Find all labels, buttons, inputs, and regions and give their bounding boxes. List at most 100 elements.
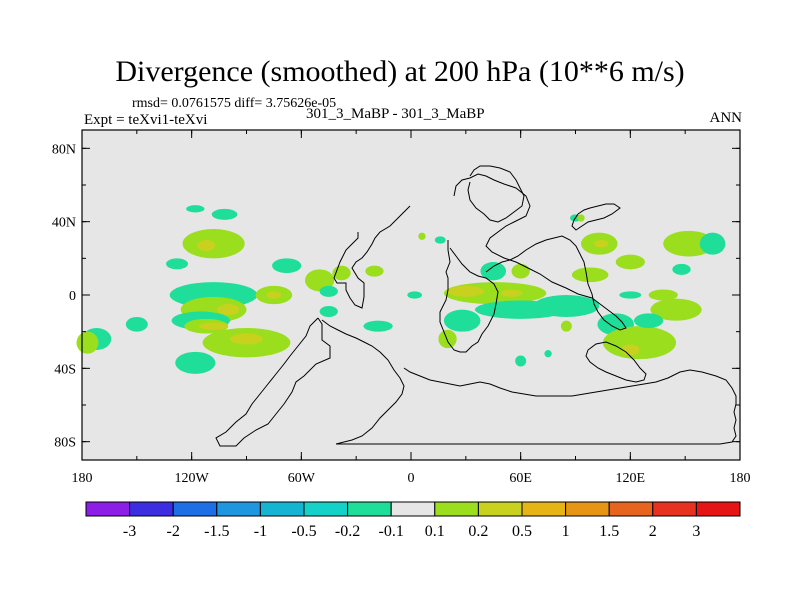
contour-region <box>648 289 678 301</box>
x-tick-label: 180 <box>72 471 93 486</box>
colorbar-swatch <box>172 501 218 517</box>
colorbar-label: -0.5 <box>291 523 316 540</box>
colorbar-swatch <box>216 501 261 517</box>
y-tick-label: 0 <box>69 289 76 304</box>
chart-title: Divergence (smoothed) at 200 hPa (10**6 … <box>115 55 685 88</box>
colorbar-label: -0.2 <box>335 523 360 540</box>
y-tick-label: 40S <box>54 362 76 377</box>
colorbar-swatch <box>521 501 567 517</box>
contour-region <box>186 205 205 213</box>
contour-region <box>332 265 351 281</box>
contour-region <box>304 269 335 292</box>
contour-region <box>125 317 148 332</box>
contour-region <box>266 291 282 299</box>
contour-region <box>197 240 216 251</box>
contour-region <box>621 344 640 356</box>
y-tick-label: 80S <box>54 436 76 451</box>
contour-region <box>619 291 642 299</box>
contour-region <box>533 295 600 317</box>
contour-region <box>593 240 609 248</box>
contour-region <box>571 267 609 283</box>
australia-outline <box>585 341 647 383</box>
x-tick-label: 120E <box>616 471 646 486</box>
contour-region <box>438 329 457 349</box>
colorbar-label: 0.5 <box>512 523 532 540</box>
contour-region <box>615 254 645 270</box>
contour-region <box>500 289 523 297</box>
caribbean-outline <box>321 319 405 445</box>
contour-region <box>699 232 726 255</box>
colorbar-swatch <box>259 501 305 517</box>
colorbar-swatch <box>565 501 610 517</box>
antarctica-outline <box>336 367 737 445</box>
north-america-outline <box>333 205 411 309</box>
contour-region <box>663 230 715 257</box>
contour-region <box>418 232 426 240</box>
contour-region <box>175 351 216 374</box>
contour-region <box>447 285 485 297</box>
colorbar-swatch <box>695 501 741 517</box>
y-tick-label: 40N <box>52 216 76 231</box>
colorbar-swatch <box>129 501 174 517</box>
contour-region <box>230 333 263 345</box>
colorbar-label: 1.5 <box>599 523 619 540</box>
colorbar-label: -0.1 <box>379 523 404 540</box>
contour-fill-layer <box>76 205 726 374</box>
south-america-outline <box>215 317 331 447</box>
contour-region <box>211 208 238 220</box>
colorbar-label: 0.1 <box>425 523 445 540</box>
contour-region <box>272 258 302 273</box>
contour-region <box>602 326 677 360</box>
contour-region <box>319 285 338 297</box>
colorbar-label: 3 <box>692 523 700 540</box>
colorbar-label: 0.2 <box>468 523 488 540</box>
colorbar: -3 -2 -1.5 -1 -0.5 -0.2 -0.1 0.1 0.2 0.5 1 1.5 2 3 <box>85 501 741 540</box>
contour-region <box>672 263 691 275</box>
colorbar-swatch <box>434 501 479 517</box>
colorbar-label: 1 <box>562 523 570 540</box>
contour-region <box>198 322 229 330</box>
contour-region <box>407 291 422 299</box>
contour-region <box>363 320 393 332</box>
y-axis-ticks: 80N 40N 0 40S 80S <box>52 142 740 451</box>
colorbar-swatch <box>85 501 131 517</box>
stats-label: rmsd= 0.0761575 diff= 3.75626e-05 <box>132 96 337 111</box>
colorbar-swatch <box>347 501 392 517</box>
x-tick-label: 120W <box>175 471 210 486</box>
x-tick-label: 60W <box>288 471 316 486</box>
contour-region <box>480 262 507 281</box>
y-tick-label: 80N <box>52 142 76 157</box>
contour-region <box>319 306 338 317</box>
contour-region <box>434 236 446 244</box>
continent-outlines <box>215 165 737 447</box>
colorbar-swatch <box>390 501 436 517</box>
contour-region <box>560 320 572 332</box>
colorbar-label: -1.5 <box>204 523 229 540</box>
season-label: ANN <box>709 110 743 126</box>
contour-region <box>166 258 189 270</box>
contour-region <box>650 298 702 321</box>
colorbar-swatch <box>303 501 349 517</box>
x-tick-label: 60E <box>509 471 532 486</box>
contour-region <box>76 331 99 354</box>
japan-outline <box>571 203 621 231</box>
contour-region <box>544 350 552 358</box>
contour-region <box>217 304 240 316</box>
contour-region <box>515 355 527 367</box>
colorbar-label: -1 <box>254 523 267 540</box>
contour-region <box>443 309 481 332</box>
contour-region <box>365 265 384 277</box>
africa-outline <box>439 240 499 353</box>
colorbar-swatch <box>477 501 523 517</box>
contour-region <box>633 313 664 328</box>
colorbar-label: -3 <box>123 523 136 540</box>
comparison-label: 301_3_MaBP - 301_3_MaBP <box>306 106 485 122</box>
colorbar-label: -2 <box>167 523 180 540</box>
x-tick-label: 0 <box>408 471 415 486</box>
colorbar-swatch <box>608 501 654 517</box>
x-tick-label: 180 <box>730 471 751 486</box>
contour-region <box>577 214 585 222</box>
contour-region <box>511 263 530 279</box>
experiment-label: Expt = teXvi1-teXvi <box>84 112 208 128</box>
